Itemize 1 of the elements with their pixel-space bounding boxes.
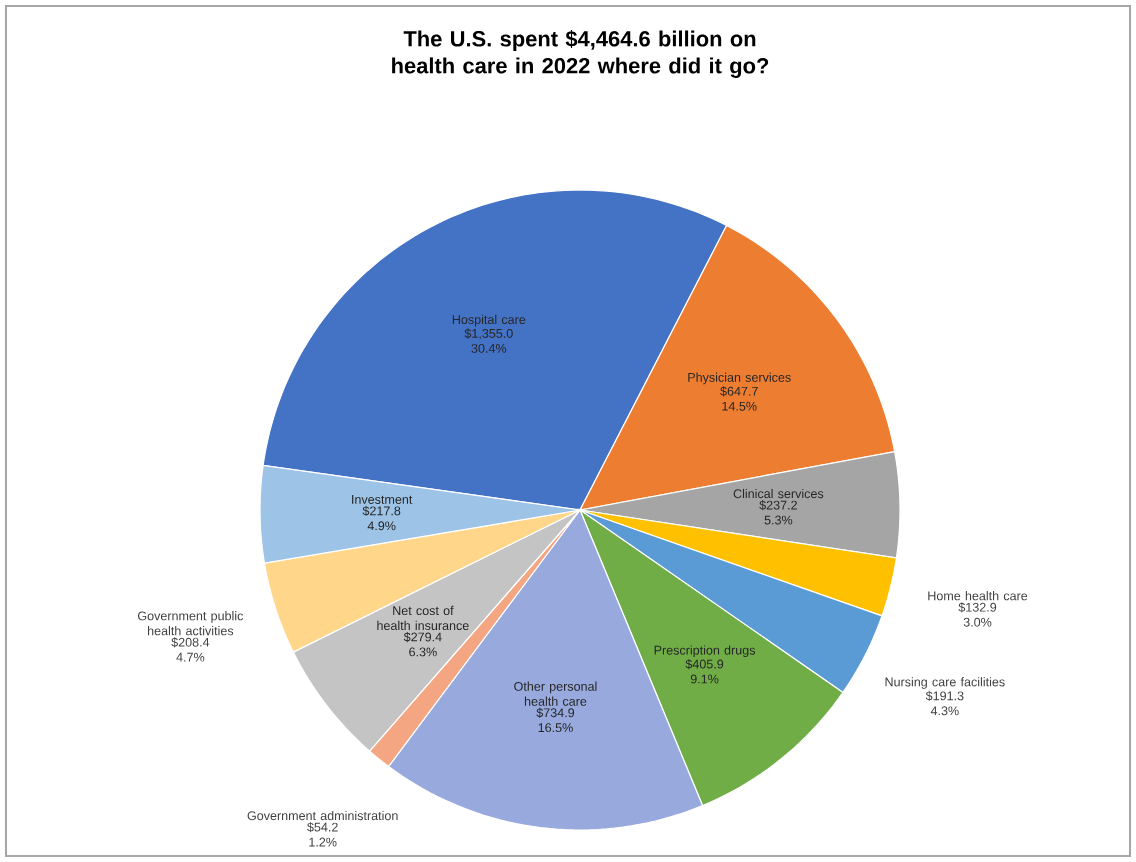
chart-title: The U.S. spent $4,464.6 billion on health care in 2022 where did it go? bbox=[392, 30, 769, 78]
